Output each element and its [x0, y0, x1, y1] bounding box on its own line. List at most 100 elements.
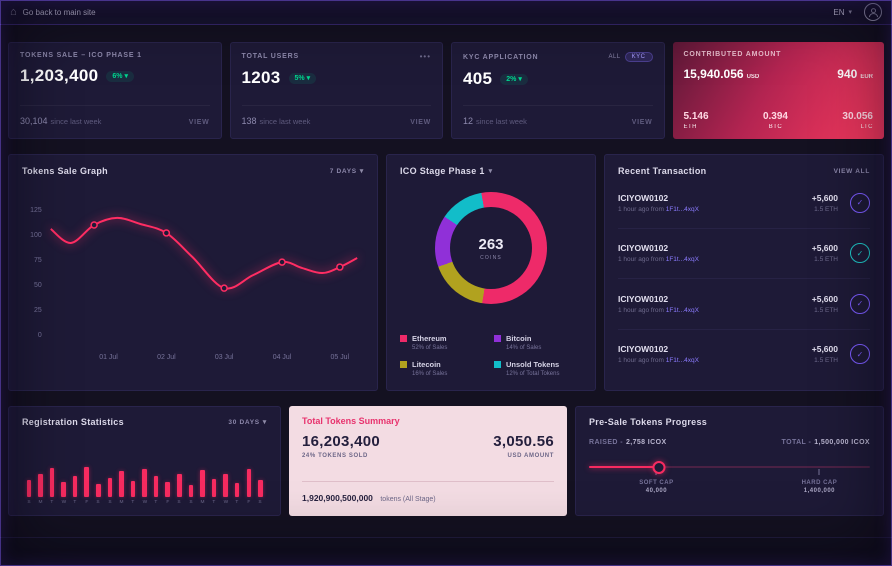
- transaction-id: ICIYOW0102: [618, 192, 669, 203]
- view-link[interactable]: VIEW: [188, 119, 210, 126]
- legend-color-chip: [400, 335, 407, 342]
- bar: T: [151, 476, 161, 505]
- svg-text:02 Jul: 02 Jul: [157, 354, 176, 361]
- tokens-sale-graph-card: Tokens Sale Graph 7 DAYS ▾ 0 25 50 75 100 125…: [8, 154, 378, 391]
- transaction-hash[interactable]: 1F1t...4xqX: [665, 205, 699, 213]
- stat-card-value: 405: [463, 69, 493, 88]
- total-tokens-value: 1,920,900,500,000: [302, 493, 373, 503]
- transaction-list: ICIYOW0102 1 hour ago from 1F1t...4xqX +…: [618, 178, 870, 379]
- total-label: TOTAL -1,500,000 ICOX: [781, 439, 870, 446]
- topbar-right: EN ▾: [833, 3, 882, 21]
- contributed-amount-title: CONTRIBUTED AMOUNT: [683, 51, 782, 58]
- tab-all[interactable]: ALL: [608, 54, 621, 60]
- view-link[interactable]: VIEW: [410, 119, 431, 126]
- transaction-status-check-icon[interactable]: ✓: [850, 293, 870, 314]
- bar: S: [186, 485, 196, 505]
- presale-progress-slider[interactable]: [589, 460, 870, 475]
- contributed-btc: 0.394 BTC: [762, 111, 788, 130]
- bar: W: [140, 469, 150, 505]
- contributed-eur: 940 EUR: [837, 67, 873, 81]
- stat-card-value: 1,203,400: [20, 66, 99, 85]
- bar: W: [59, 482, 69, 505]
- transaction-amount: +5,600: [811, 192, 838, 203]
- transaction-eth: 1.5 ETH: [814, 256, 838, 264]
- legend-item-bitcoin: Bitcoin 14% of Sales: [494, 334, 582, 351]
- bar: S: [93, 484, 103, 505]
- bar: W: [221, 474, 231, 505]
- home-icon: ⌂: [10, 5, 17, 18]
- presale-progress-card: Pre-Sale Tokens Progress RAISED -2,758 I…: [575, 406, 884, 516]
- ico-stage-card: ICO Stage Phase 1 ▾ 263 COINS Eth: [386, 154, 596, 391]
- transaction-status-check-icon[interactable]: ✓: [850, 192, 870, 213]
- bar: T: [128, 481, 138, 505]
- total-tokens-summary-card: Total Tokens Summary 16,203,400 24% TOKE…: [289, 406, 567, 516]
- total-tokens-footer: 1,920,900,500,000 tokens (All Stage): [302, 481, 554, 506]
- caret-down-icon: ▾: [306, 74, 311, 82]
- back-to-main-site-link[interactable]: ⌂ Go back to main site: [10, 5, 96, 18]
- language-label: EN: [833, 7, 845, 17]
- range-dropdown-30-days[interactable]: 30 DAYS ▾: [228, 418, 267, 426]
- transaction-status-check-icon[interactable]: ✓: [850, 243, 870, 264]
- presale-progress-title: Pre-Sale Tokens Progress: [589, 417, 708, 427]
- svg-text:04 Jul: 04 Jul: [273, 354, 292, 361]
- bar: M: [36, 474, 46, 505]
- user-avatar[interactable]: [864, 3, 882, 21]
- transaction-eth: 1.5 ETH: [814, 306, 838, 314]
- view-link[interactable]: VIEW: [631, 119, 653, 126]
- total-users-stat-card: TOTAL USERS ••• 1203 5% ▾ 138 since last …: [229, 42, 443, 139]
- transaction-hash[interactable]: 1F1t...4xqX: [665, 306, 699, 314]
- caret-down-icon: ▾: [124, 72, 128, 80]
- ico-stage-title-dropdown[interactable]: ICO Stage Phase 1 ▾: [400, 166, 493, 176]
- raised-label: RAISED -2,758 ICOX: [589, 439, 667, 446]
- bar: M: [198, 470, 208, 505]
- registration-statistics-title: Registration Statistics: [22, 417, 124, 427]
- usd-amount-block: 3,050.56 USD AMOUNT: [493, 433, 554, 459]
- transaction-meta: 1 hour ago from 1F1t...4xqX: [618, 256, 699, 264]
- contributed-eth: 5.146 ETH: [683, 111, 709, 130]
- svg-text:100: 100: [30, 232, 42, 239]
- transaction-row[interactable]: ICIYOW0102 1 hour ago from 1F1t...4xqX +…: [618, 330, 870, 380]
- tab-kyc[interactable]: KYC: [624, 52, 653, 62]
- language-selector[interactable]: EN ▾: [833, 8, 852, 17]
- svg-text:25: 25: [34, 307, 42, 314]
- transaction-row[interactable]: ICIYOW0102 1 hour ago from 1F1t...4xqX +…: [618, 178, 870, 229]
- caret-down-icon: ▾: [488, 167, 493, 175]
- transaction-hash[interactable]: 1F1t...4xqX: [665, 256, 699, 264]
- svg-text:03 Jul: 03 Jul: [215, 354, 234, 361]
- transaction-row[interactable]: ICIYOW0102 1 hour ago from 1F1t...4xqX +…: [618, 279, 870, 330]
- presale-handle[interactable]: [652, 461, 666, 474]
- charts-row: Tokens Sale Graph 7 DAYS ▾ 0 25 50 75 100 125…: [8, 154, 884, 391]
- hard-cap-tick: [818, 469, 820, 475]
- topbar: ⌂ Go back to main site EN ▾: [0, 0, 892, 25]
- footer: [0, 537, 892, 566]
- stat-card-sub: 12 since last week: [463, 116, 527, 126]
- contributed-ltc: 30.056 LTC: [842, 111, 873, 130]
- svg-text:125: 125: [30, 207, 42, 214]
- contributed-amount-card: CONTRIBUTED AMOUNT 15,940.056 USD 940 EUR …: [672, 42, 884, 139]
- range-dropdown-7-days[interactable]: 7 DAYS ▾: [329, 167, 364, 175]
- bar: T: [232, 483, 242, 505]
- transaction-row[interactable]: ICIYOW0102 1 hour ago from 1F1t...4xqX +…: [618, 229, 870, 279]
- transaction-meta: 1 hour ago from 1F1t...4xqX: [618, 306, 699, 314]
- legend-color-chip: [494, 361, 501, 368]
- donut-center-value: 263: [478, 235, 504, 253]
- bar: F: [82, 467, 92, 505]
- bar: T: [47, 468, 57, 505]
- transaction-id: ICIYOW0102: [618, 293, 669, 304]
- caret-down-icon: ▾: [262, 418, 267, 426]
- bar: F: [163, 482, 173, 505]
- view-all-link[interactable]: VIEW ALL: [833, 167, 870, 175]
- stat-card-sub: 30,104 since last week: [20, 116, 102, 126]
- bar: T: [209, 479, 219, 505]
- legend-item-litecoin: Litecoin 16% of Sales: [400, 360, 488, 377]
- svg-text:50: 50: [34, 282, 42, 289]
- transaction-meta: 1 hour ago from 1F1t...4xqX: [618, 205, 699, 213]
- caret-down-icon: ▾: [359, 167, 364, 175]
- card-menu-icon[interactable]: •••: [419, 52, 431, 61]
- transaction-hash[interactable]: 1F1t...4xqX: [665, 357, 699, 365]
- transaction-amount: +5,600: [811, 344, 838, 355]
- bar: S: [105, 478, 115, 505]
- transaction-status-check-icon[interactable]: ✓: [850, 344, 870, 365]
